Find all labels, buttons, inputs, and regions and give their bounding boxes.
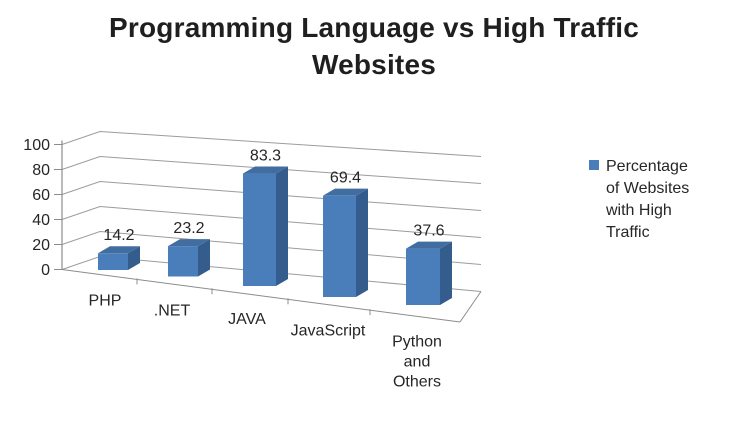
- data-label-java: 83.3: [250, 148, 281, 165]
- bar-top-javascript: [323, 188, 368, 196]
- bar-top-php: [98, 246, 140, 254]
- bar-side-javascript: [356, 188, 368, 297]
- legend-color-swatch: [589, 160, 599, 170]
- category-label-python-and-others: Others: [393, 374, 441, 391]
- category-label-python-and-others: and: [404, 354, 431, 371]
- bar-top-python-and-others: [406, 241, 452, 249]
- data-label-php: 14.2: [103, 227, 134, 244]
- y-tick-label-60: 60: [32, 187, 50, 204]
- data-label-net: 23.2: [173, 220, 204, 237]
- category-label-java: JAVA: [228, 311, 266, 328]
- bar-php: [98, 253, 128, 270]
- chart-title: Programming Language vs High Traffic Web…: [0, 9, 748, 83]
- bar-python-and-others: [406, 248, 440, 305]
- category-axis-line: [61, 269, 461, 323]
- category-label-javascript: JavaScript: [291, 323, 366, 340]
- legend: Percentage of Websites with High Traffic: [589, 156, 689, 244]
- chart-title-line2: Websites: [311, 49, 437, 80]
- chart-title-line1: Programming Language vs High Traffic: [109, 12, 639, 43]
- bar-net: [168, 246, 198, 277]
- floor-right-edge: [459, 291, 482, 323]
- bar-side-python-and-others: [440, 241, 452, 305]
- bar-top-java: [243, 166, 288, 174]
- bar-side-net: [198, 239, 210, 277]
- y-tick-label-100: 100: [23, 137, 50, 154]
- legend-label: Percentage of Websites with High Traffic: [606, 156, 689, 244]
- legend-label-line: with High: [606, 202, 672, 219]
- gridline-80: [61, 155, 482, 184]
- bar-javascript: [323, 195, 356, 297]
- data-label-python-and-others: 37.6: [413, 223, 444, 240]
- category-label-php: PHP: [89, 293, 122, 310]
- y-tick-label-80: 80: [32, 162, 50, 179]
- bar-java: [243, 173, 276, 286]
- legend-label-line: Percentage: [606, 158, 688, 175]
- category-label-net: .NET: [154, 303, 191, 320]
- data-label-javascript: 69.4: [330, 170, 361, 187]
- gridline-100: [61, 130, 482, 157]
- bar-top-net: [168, 239, 210, 247]
- legend-label-line: Traffic: [606, 224, 650, 241]
- y-tick-label-40: 40: [32, 212, 50, 229]
- y-tick-label-0: 0: [41, 262, 50, 279]
- bar-side-php: [128, 246, 140, 270]
- category-label-python-and-others: Python: [392, 334, 442, 351]
- bar-side-java: [276, 166, 288, 286]
- y-tick-label-20: 20: [32, 237, 50, 254]
- legend-label-line: of Websites: [606, 180, 690, 197]
